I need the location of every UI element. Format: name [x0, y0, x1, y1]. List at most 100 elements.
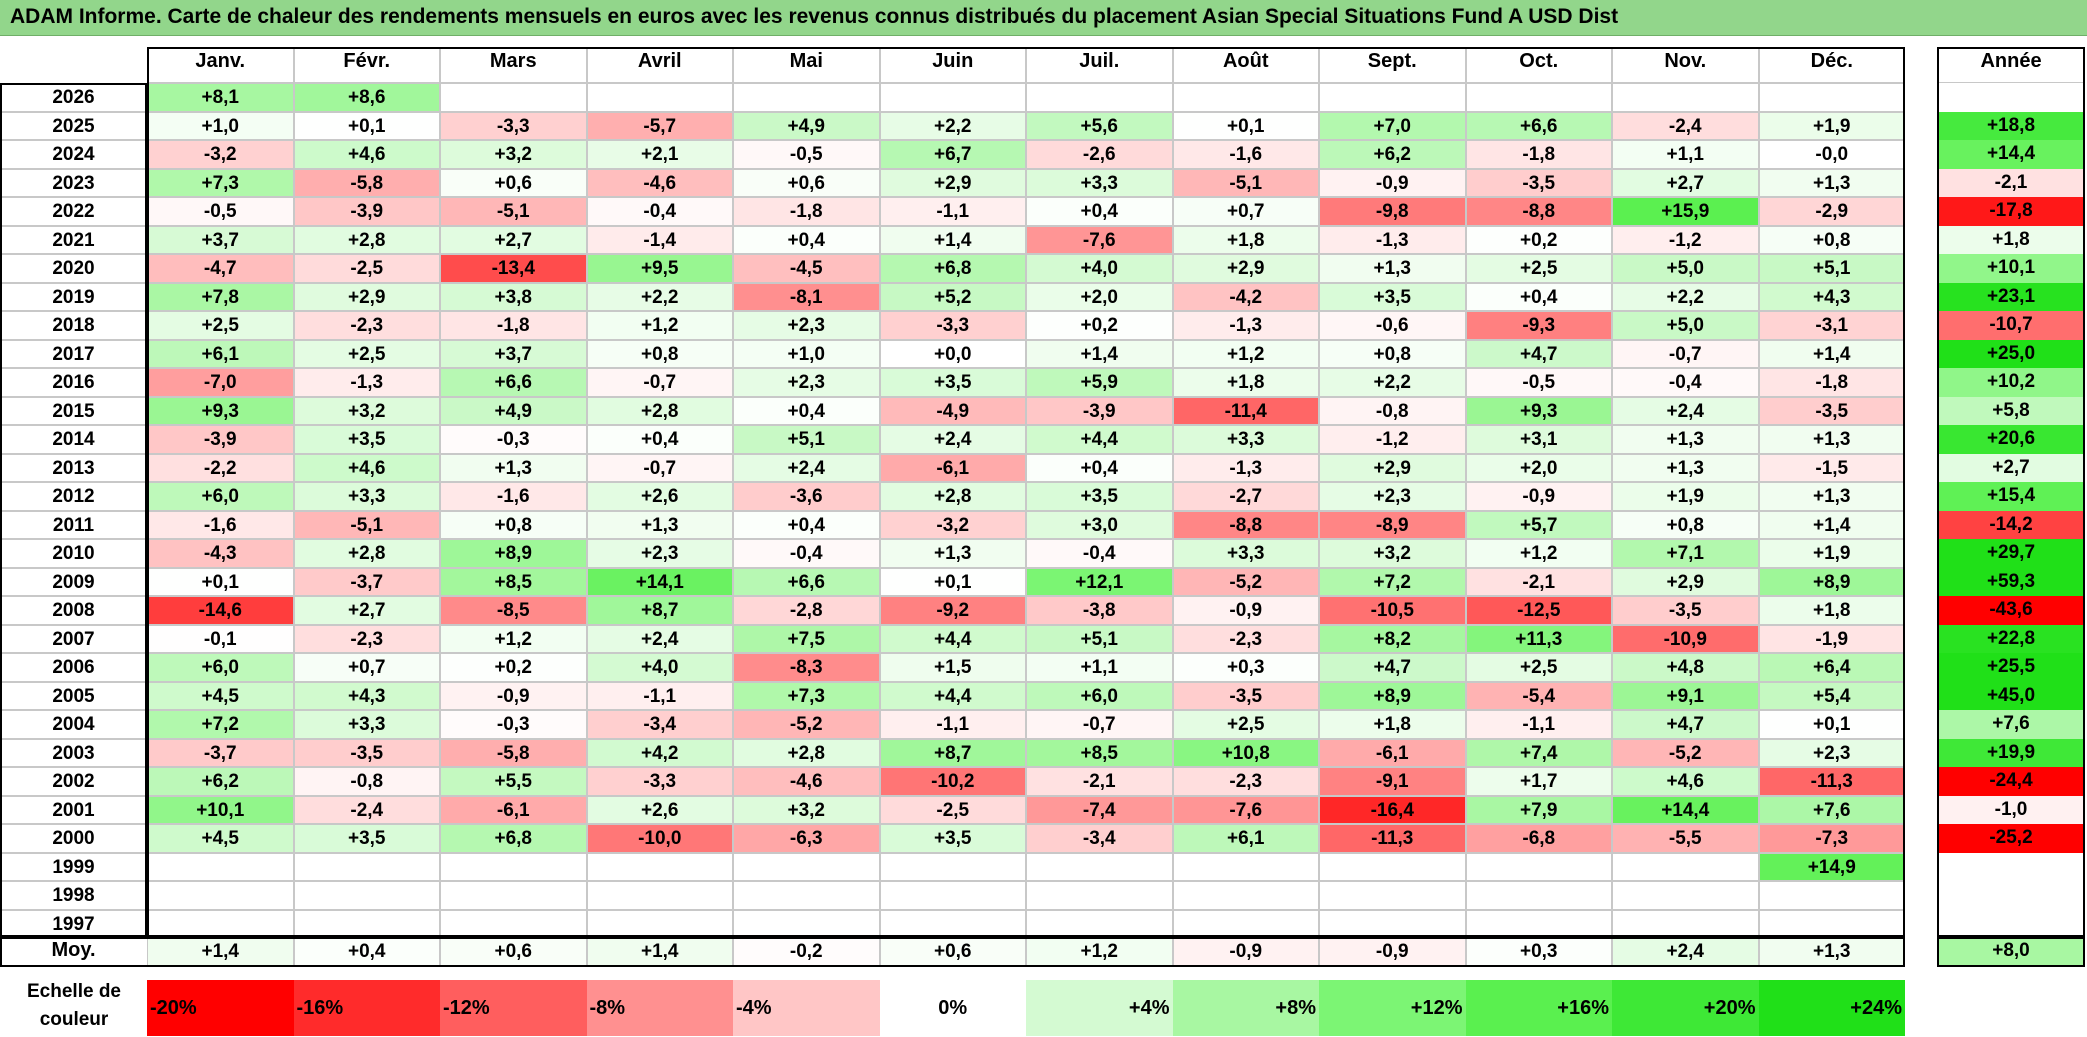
heatmap-cell: +1,4: [1758, 510, 1905, 539]
color-scale-label: Echelle de couleur: [27, 981, 121, 1030]
heatmap-cell: -2,1: [1026, 767, 1173, 796]
heatmap-cell: +9,1: [1612, 681, 1759, 710]
color-scale-swatch: -8%: [586, 980, 733, 1036]
heatmap-cell: +8,7: [879, 738, 1026, 767]
heatmap-cell: [1465, 909, 1612, 938]
year-label: 2001: [0, 795, 147, 824]
heatmap-cell: -10,9: [1612, 624, 1759, 653]
heatmap-cell: +0,6: [440, 168, 587, 197]
heatmap-cell: [147, 909, 294, 938]
heatmap-cell: -0,1: [147, 624, 294, 653]
heatmap-cell: -2,2: [147, 453, 294, 482]
heatmap-cell: +6,1: [147, 339, 294, 368]
heatmap-cell: +2,9: [1319, 453, 1466, 482]
heatmap-cell: [1758, 83, 1905, 112]
heatmap-cell: [1026, 909, 1173, 938]
heatmap-cell: -3,9: [1026, 396, 1173, 425]
annual-cell: [1937, 881, 2085, 910]
heatmap-cell: -3,5: [1172, 681, 1319, 710]
heatmap-cell: +1,3: [1319, 254, 1466, 283]
heatmap-cell: -1,8: [733, 197, 880, 226]
heatmap-cell: +1,3: [1758, 482, 1905, 511]
heatmap-cell: +7,1: [1612, 539, 1759, 568]
annual-cell: +14,4: [1937, 140, 2085, 169]
year-label: 2012: [0, 482, 147, 511]
heatmap-cell: +1,3: [586, 510, 733, 539]
heatmap-cell: +0,4: [733, 396, 880, 425]
heatmap-cell: -1,1: [879, 197, 1026, 226]
heatmap-cell: -16,4: [1319, 795, 1466, 824]
heatmap-cell: +4,9: [440, 396, 587, 425]
heatmap-cell: [586, 852, 733, 881]
heatmap-cell: [1758, 881, 1905, 910]
heatmap-cell: +2,3: [586, 539, 733, 568]
heatmap-cell: +1,8: [1172, 225, 1319, 254]
heatmap-cell: +2,2: [879, 111, 1026, 140]
heatmap-cell: -7,3: [1758, 824, 1905, 853]
heatmap-cell: +7,0: [1319, 111, 1466, 140]
heatmap-cell: [1612, 881, 1759, 910]
heatmap-cell: +5,6: [1026, 111, 1173, 140]
heatmap-cell: -1,8: [1465, 140, 1612, 169]
heatmap-cell: +3,5: [1319, 282, 1466, 311]
heatmap-cell: +2,8: [293, 539, 440, 568]
heatmap-cell: +0,1: [879, 567, 1026, 596]
heatmap-cell: -1,1: [586, 681, 733, 710]
heatmap-cell: +4,3: [293, 681, 440, 710]
heatmap-cell: [147, 852, 294, 881]
heatmap-cell: +2,5: [293, 339, 440, 368]
heatmap-cell: -3,2: [147, 140, 294, 169]
heatmap-cell: +7,2: [1319, 567, 1466, 596]
annual-cell: +10,1: [1937, 254, 2085, 283]
heatmap-cell: -8,9: [1319, 510, 1466, 539]
heatmap-cell: -1,2: [1319, 425, 1466, 454]
heatmap-cell: -4,3: [147, 539, 294, 568]
heatmap-cell: +10,1: [147, 795, 294, 824]
heatmap-cell: [440, 852, 587, 881]
average-cell: +0,6: [440, 937, 587, 967]
heatmap-cell: +2,6: [586, 482, 733, 511]
heatmap-cell: [1758, 909, 1905, 938]
month-header: Avril: [586, 47, 733, 83]
year-label: 2009: [0, 567, 147, 596]
heatmap-cell: -5,7: [586, 111, 733, 140]
heatmap-cell: -3,6: [733, 482, 880, 511]
heatmap-cell: [440, 881, 587, 910]
annual-cell: +18,8: [1937, 111, 2085, 140]
annual-cell: +29,7: [1937, 539, 2085, 568]
heatmap-cell: +1,3: [1612, 425, 1759, 454]
heatmap-cell: -2,3: [293, 624, 440, 653]
average-cell: +2,4: [1612, 937, 1759, 967]
heatmap-cell: +0,2: [1465, 225, 1612, 254]
heatmap-cell: +4,6: [1612, 767, 1759, 796]
year-label: 2023: [0, 168, 147, 197]
year-label: 2018: [0, 311, 147, 340]
annual-cell: -43,6: [1937, 596, 2085, 625]
heatmap-cell: +4,4: [1026, 425, 1173, 454]
heatmap-cell: +3,2: [1319, 539, 1466, 568]
heatmap-cell: +3,5: [879, 824, 1026, 853]
annual-cell: [1937, 83, 2085, 112]
heatmap-cell: +5,1: [1026, 624, 1173, 653]
heatmap-cell: +2,6: [586, 795, 733, 824]
heatmap-cell: +2,2: [1612, 282, 1759, 311]
heatmap-cell: +3,5: [293, 824, 440, 853]
heatmap-cell: +2,3: [733, 368, 880, 397]
heatmap-cell: +1,3: [879, 539, 1026, 568]
heatmap-cell: +1,8: [1758, 596, 1905, 625]
heatmap-cell: -0,4: [733, 539, 880, 568]
year-label: 1998: [0, 881, 147, 910]
heatmap-cell: +4,5: [147, 681, 294, 710]
heatmap-cell: -11,3: [1758, 767, 1905, 796]
month-header: Nov.: [1612, 47, 1759, 83]
heatmap-cell: -8,3: [733, 653, 880, 682]
heatmap-cell: +6,7: [879, 140, 1026, 169]
heatmap-cell: +14,1: [586, 567, 733, 596]
annual-cell: +19,9: [1937, 738, 2085, 767]
heatmap-cell: [1465, 852, 1612, 881]
heatmap-cell: +2,2: [586, 282, 733, 311]
heatmap-cell: +2,4: [879, 425, 1026, 454]
average-cell: +0,6: [879, 937, 1026, 967]
heatmap-cell: +2,5: [1172, 710, 1319, 739]
year-label: 2019: [0, 282, 147, 311]
